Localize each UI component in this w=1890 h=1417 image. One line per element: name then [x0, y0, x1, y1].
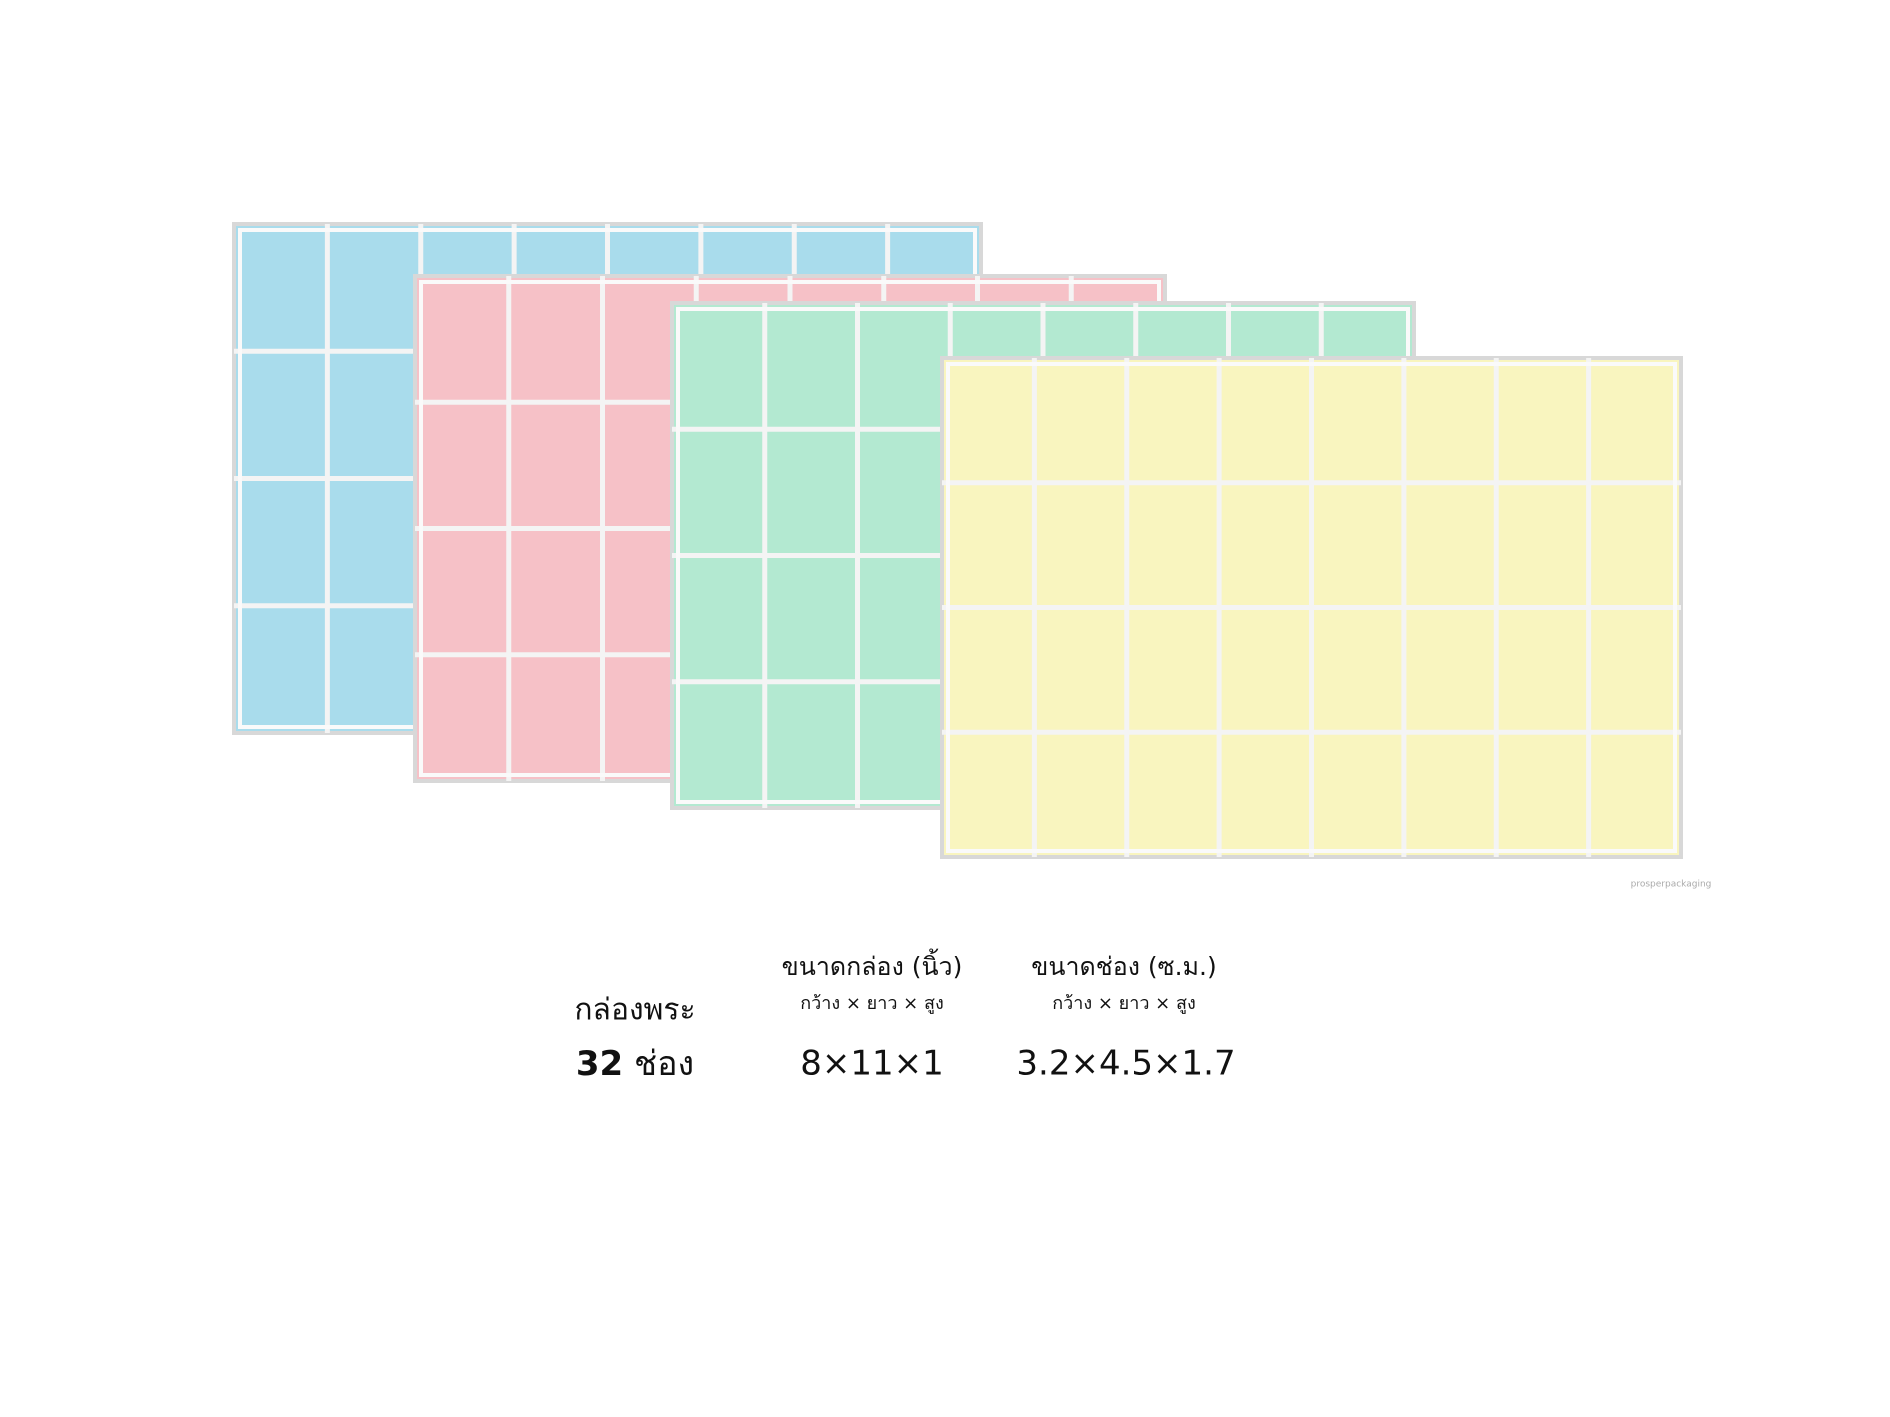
product-unit: ช่อง	[634, 1044, 694, 1084]
watermark: prosperpackaging	[1631, 880, 1712, 890]
tray-rim	[946, 362, 1677, 853]
slot-size-subtitle: กว้าง × ยาว × สูง	[1052, 993, 1196, 1014]
slot-size-title: ขนาดช่อง (ซ.ม.)	[1031, 952, 1216, 981]
box-size-value: 8×11×1	[800, 1044, 944, 1084]
slot-size-value: 3.2×4.5×1.7	[1016, 1044, 1235, 1084]
product-count: 32	[576, 1044, 623, 1084]
tray-group	[232, 222, 1683, 859]
box-size-title: ขนาดกล่อง (นิ้ว)	[782, 948, 963, 981]
box-size-subtitle: กว้าง × ยาว × สูง	[800, 993, 944, 1014]
product-count-line: 32 ช่อง	[576, 1044, 694, 1084]
product-name: กล่องพระ	[574, 993, 695, 1028]
